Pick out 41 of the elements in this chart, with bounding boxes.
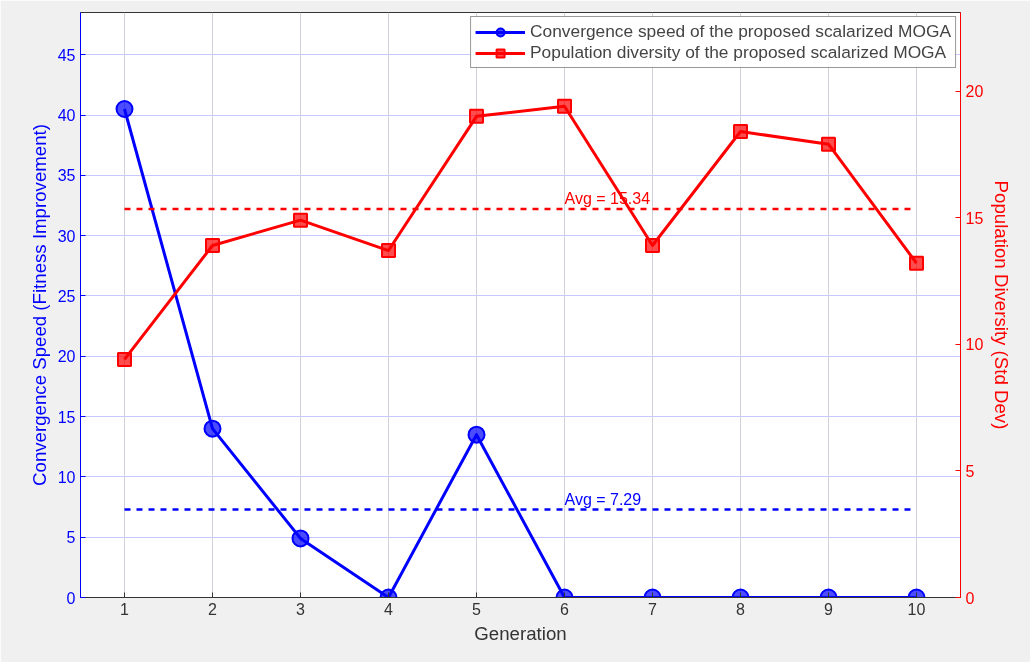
x-tick-label: 1 bbox=[120, 600, 130, 618]
y-tick-label: 15 bbox=[57, 408, 76, 426]
point bbox=[557, 98, 572, 114]
y2-tick-label: 20 bbox=[965, 83, 984, 101]
x-tick-label: 5 bbox=[472, 600, 482, 618]
y2-tick-label: 0 bbox=[965, 589, 975, 607]
point bbox=[733, 124, 748, 140]
point bbox=[909, 255, 924, 271]
x-tick-label: 6 bbox=[560, 600, 570, 618]
y-tick-label: 5 bbox=[66, 529, 76, 547]
point bbox=[381, 243, 396, 259]
y-tick-label: 45 bbox=[57, 46, 76, 64]
y-tick-label: 20 bbox=[57, 348, 76, 366]
point bbox=[117, 351, 132, 367]
y-tick-label: 40 bbox=[57, 107, 76, 125]
ref-line-label: Avg = 7.29 bbox=[564, 490, 642, 508]
point bbox=[293, 212, 308, 228]
point bbox=[821, 136, 836, 152]
x-tick-label: 10 bbox=[907, 600, 926, 618]
legend-label: Population diversity of the proposed scalarized MOGA bbox=[530, 42, 947, 63]
x-axis-title: Generation bbox=[474, 622, 567, 644]
x-tick-label: 2 bbox=[208, 600, 218, 618]
x-tick-label: 3 bbox=[296, 600, 306, 618]
y2-tick-label: 15 bbox=[965, 209, 984, 227]
y2-tick-label: 5 bbox=[965, 462, 975, 480]
point bbox=[469, 108, 484, 124]
x-tick-label: 7 bbox=[648, 600, 658, 618]
x-tick-label: 4 bbox=[384, 600, 394, 618]
y2-axis-title: Population Diversity (Std Dev) bbox=[991, 180, 1013, 430]
point bbox=[645, 237, 660, 253]
y-tick-label: 10 bbox=[57, 468, 76, 486]
y-tick-label: 30 bbox=[57, 227, 76, 245]
y-axis-title: Convergence Speed (Fitness Improvement) bbox=[28, 124, 50, 486]
x-tick-label: 9 bbox=[824, 600, 834, 618]
y-tick-label: 0 bbox=[66, 589, 76, 607]
y-tick-label: 35 bbox=[57, 167, 76, 185]
y2-tick-label: 10 bbox=[965, 336, 984, 354]
point bbox=[205, 237, 220, 253]
x-tick-label: 8 bbox=[736, 600, 746, 618]
y-tick-label: 25 bbox=[57, 287, 76, 305]
legend-label: Convergence speed of the proposed scalarized MOGA bbox=[530, 21, 951, 42]
